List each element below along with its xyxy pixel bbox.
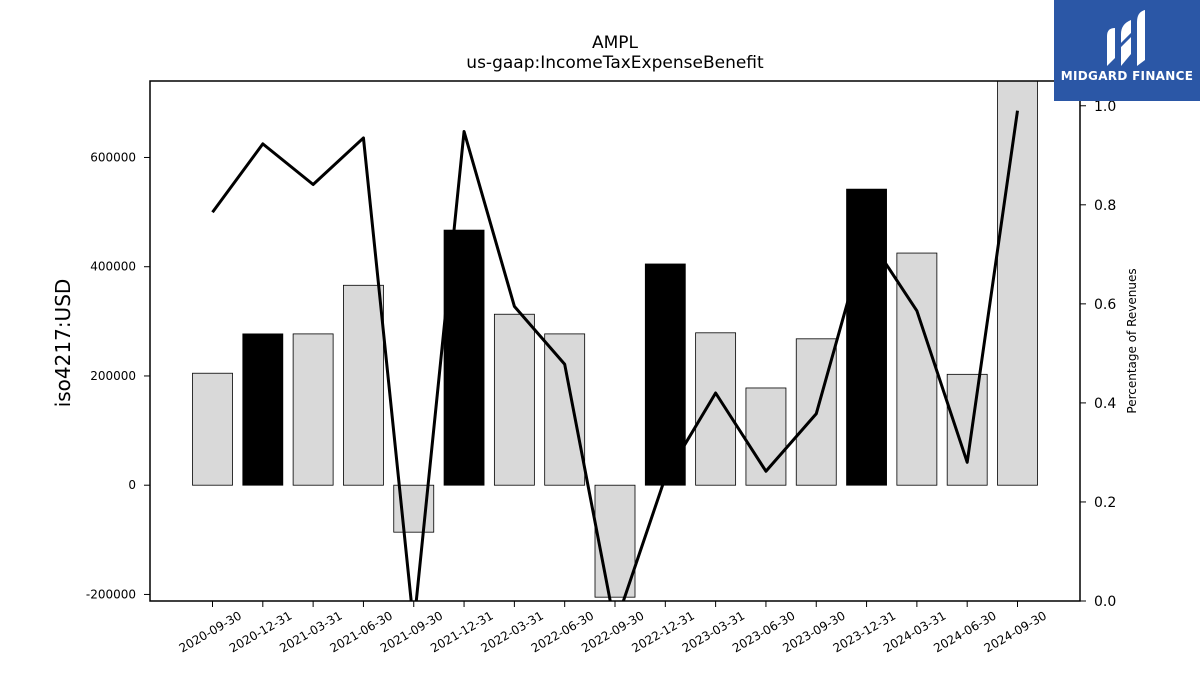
bar-2021-06-30 — [343, 284, 384, 486]
y-tick-label: 200000 — [90, 369, 136, 383]
midgard-finance-logo: MIDGARD FINANCE — [1054, 0, 1200, 101]
y-tick-label: 600000 — [90, 150, 136, 164]
bar-2022-12-31 — [644, 263, 686, 486]
y-tick-label: -200000 — [86, 587, 136, 601]
bar-2022-03-31 — [493, 313, 535, 486]
ratio-line — [211, 110, 1019, 601]
bar-2020-09-30 — [192, 372, 233, 486]
x-axis-ticks: 2020-09-302020-12-312021-03-312021-06-30… — [177, 601, 1049, 655]
bar-2024-06-30 — [946, 373, 988, 486]
bar-2022-09-30 — [594, 484, 636, 598]
chart-subtitle: us-gaap:IncomeTaxExpenseBenefit — [466, 53, 764, 73]
bar-2024-09-30 — [997, 80, 1038, 486]
y-tick-label: 0 — [128, 478, 136, 492]
y-tick-label: 400000 — [90, 260, 136, 274]
y2-tick-label: 0.6 — [1094, 297, 1116, 313]
y2-tick-label: 0.4 — [1094, 396, 1116, 412]
bar-2023-03-31 — [695, 332, 737, 486]
brand-name: MIDGARD FINANCE — [1060, 69, 1194, 83]
y2-axis-ticks: 0.0 0.2 0.4 0.6 0.8 1.0 — [1080, 99, 1116, 610]
y-axis-ticks: -200000 0 200000 400000 600000 — [86, 150, 150, 601]
y2-tick-label: 0.0 — [1094, 594, 1116, 610]
y2-tick-label: 0.2 — [1094, 495, 1116, 511]
bar-2020-12-31 — [242, 333, 284, 486]
y2-tick-label: 0.8 — [1094, 198, 1116, 214]
y-axis-label: iso4217:USD — [51, 279, 75, 408]
midgard-logo-icon — [1107, 10, 1145, 66]
y2-tick-label: 1.0 — [1094, 99, 1116, 115]
y2-axis-label: Percentage of Revenues — [1125, 268, 1139, 413]
chart-title: AMPL — [592, 33, 639, 53]
bar-2021-03-31 — [292, 333, 334, 486]
plot-frame — [149, 80, 1081, 602]
bar-2022-06-30 — [544, 333, 586, 486]
bar-series — [192, 80, 1038, 598]
